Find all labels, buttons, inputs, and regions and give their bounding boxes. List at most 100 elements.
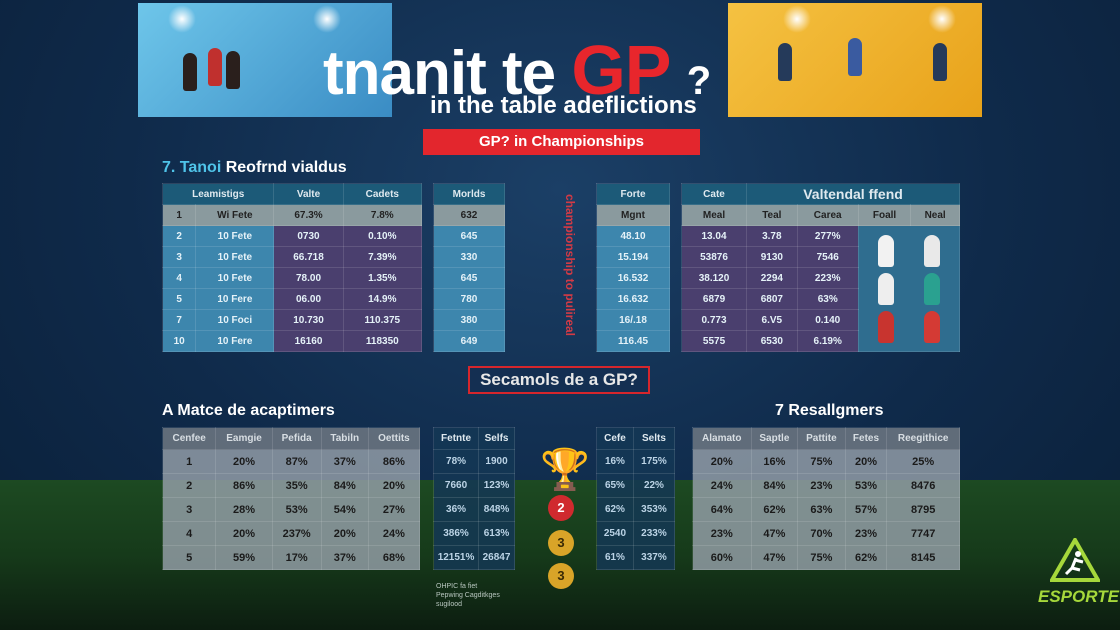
- table-cell: 5: [161, 545, 217, 570]
- table-cell: 66.718: [273, 246, 344, 268]
- table-cell: 62%: [750, 497, 799, 522]
- table-cell: 53%: [271, 497, 322, 522]
- table-row: 48.10: [596, 225, 670, 247]
- table-cell: 12151%: [432, 545, 480, 570]
- table-cell: 20%: [215, 521, 273, 546]
- esporte-logo: ESPORTE: [1038, 535, 1119, 607]
- header-cell: Leamistigs: [161, 183, 275, 205]
- header-row: Meal Teal Carea Foall Neal: [680, 204, 960, 226]
- table-cell: 1: [161, 204, 197, 226]
- valtendal-table: Cate Valtendal ffend Meal Teal Carea Foall Nea…: [680, 183, 961, 352]
- header-cell: Morlds: [433, 183, 505, 205]
- table-row: 12151% 26847: [432, 545, 515, 570]
- table-row: 62% 353%: [596, 497, 676, 522]
- table-cell: 10 Fete: [195, 267, 275, 289]
- table-cell: 2294: [746, 267, 798, 289]
- table-cell: Wi Fete: [195, 204, 275, 226]
- header-cell: Forte: [596, 183, 670, 205]
- vertical-caption: championship to pulireal: [563, 193, 577, 336]
- table-row: 7 10 Foci 10.730 110.375: [161, 309, 423, 331]
- table-cell: 64%: [692, 497, 752, 522]
- table-cell: 4: [161, 267, 197, 289]
- header-row: Forte: [596, 183, 670, 205]
- table-cell: 78%: [432, 449, 480, 474]
- table-cell: 75%: [797, 545, 846, 570]
- table-cell: 70%: [797, 521, 846, 546]
- table-row: 7660 123%: [432, 473, 515, 498]
- table-cell: 63%: [796, 288, 859, 310]
- table-cell: 16%: [596, 449, 634, 474]
- table-row: 65% 22%: [596, 473, 676, 498]
- header-cell: Selts: [632, 427, 676, 450]
- table-cell: 6.V5: [746, 309, 798, 331]
- header-row: Alamato Saptle Pattite Fetes Reegithice: [692, 427, 960, 450]
- table-row: 780: [433, 288, 505, 310]
- table-cell: 4: [161, 521, 217, 546]
- table-cell: 5575: [680, 330, 748, 352]
- table-cell: 16160: [273, 330, 344, 352]
- table-cell: 23%: [844, 521, 888, 546]
- header-cell: Meal: [680, 204, 748, 226]
- table-row: 10 10 Fere 16160 118350: [161, 330, 423, 352]
- header-cell: Fetnte: [432, 427, 480, 450]
- table-cell: 75%: [797, 449, 846, 474]
- table-cell: 35%: [271, 473, 322, 498]
- table-cell: 47%: [750, 545, 799, 570]
- fetnte-table: Fetnte Selfs 78% 1900 7660 123% 36% 848% 386% 613…: [432, 427, 515, 570]
- player-figure: [877, 310, 894, 343]
- table-cell: 23%: [797, 473, 846, 498]
- header-row: Leamistigs Valte Cadets: [161, 183, 423, 205]
- players-photo-left: [138, 3, 392, 117]
- header-cell: Cenfee: [161, 427, 217, 450]
- table-cell: 0.10%: [342, 225, 423, 247]
- table-cell: 8145: [886, 545, 960, 570]
- table-cell: 84%: [750, 473, 799, 498]
- table-row: 53876 9130 7546: [680, 246, 960, 268]
- matches-table: Cenfee Eamgie Pefida Tabiln Oettits 1 20% 87% 37…: [161, 427, 421, 570]
- table-cell: 10 Foci: [195, 309, 275, 331]
- table-row: 20% 16% 75% 20% 25%: [692, 449, 960, 474]
- header-cell: Reegithice: [886, 427, 960, 450]
- cefe-table: Cefe Selts 16% 175% 65% 22% 62% 353% 2540 233% 61%…: [596, 427, 676, 570]
- player-figure: [923, 234, 940, 267]
- table-cell: 3: [161, 497, 217, 522]
- table-cell: 16.632: [596, 288, 670, 310]
- table-cell: 2: [161, 473, 217, 498]
- table-row: 16% 175%: [596, 449, 676, 474]
- table-cell: 10 Fete: [195, 246, 275, 268]
- table-row: 78% 1900: [432, 449, 515, 474]
- table-row: 3 28% 53% 54% 27%: [161, 497, 421, 522]
- header-row: Cenfee Eamgie Pefida Tabiln Oettits: [161, 427, 421, 450]
- header-cell: Eamgie: [215, 427, 273, 450]
- table-cell: 16%: [750, 449, 799, 474]
- section-banner: Secamols de a GP?: [468, 366, 650, 394]
- table-cell: 5: [161, 288, 197, 310]
- table-cell: 277%: [796, 225, 859, 247]
- subtitle: in the table adeflictions: [430, 92, 697, 119]
- player-figure: [923, 310, 940, 343]
- medal-2: 2: [548, 495, 574, 521]
- table-cell: 86%: [367, 449, 421, 474]
- header-cell: Cate: [680, 183, 748, 205]
- table-cell: 6879: [680, 288, 748, 310]
- table-row: 649: [433, 330, 505, 352]
- table-cell: 337%: [632, 545, 676, 570]
- section-title-1: 7. Tanoi Reofrnd vialdus: [162, 159, 347, 176]
- header-row: Cefe Selts: [596, 427, 676, 450]
- table-cell: 17%: [271, 545, 322, 570]
- table-cell: 3: [161, 246, 197, 268]
- table-row: 2 10 Fete 0730 0.10%: [161, 225, 423, 247]
- table-cell: 0730: [273, 225, 344, 247]
- table-cell: 53%: [844, 473, 888, 498]
- table-cell: 380: [433, 309, 505, 331]
- table-cell: 20%: [692, 449, 752, 474]
- table-cell: 118350: [342, 330, 423, 352]
- table-cell: 65%: [596, 473, 634, 498]
- header-cell: Carea: [796, 204, 859, 226]
- table-cell: 848%: [478, 497, 515, 522]
- header-cell: Alamato: [692, 427, 752, 450]
- table-row: 24% 84% 23% 53% 8476: [692, 473, 960, 498]
- table-cell: 6.19%: [796, 330, 859, 352]
- header-cell: Valte: [273, 183, 344, 205]
- table-cell: 86%: [215, 473, 273, 498]
